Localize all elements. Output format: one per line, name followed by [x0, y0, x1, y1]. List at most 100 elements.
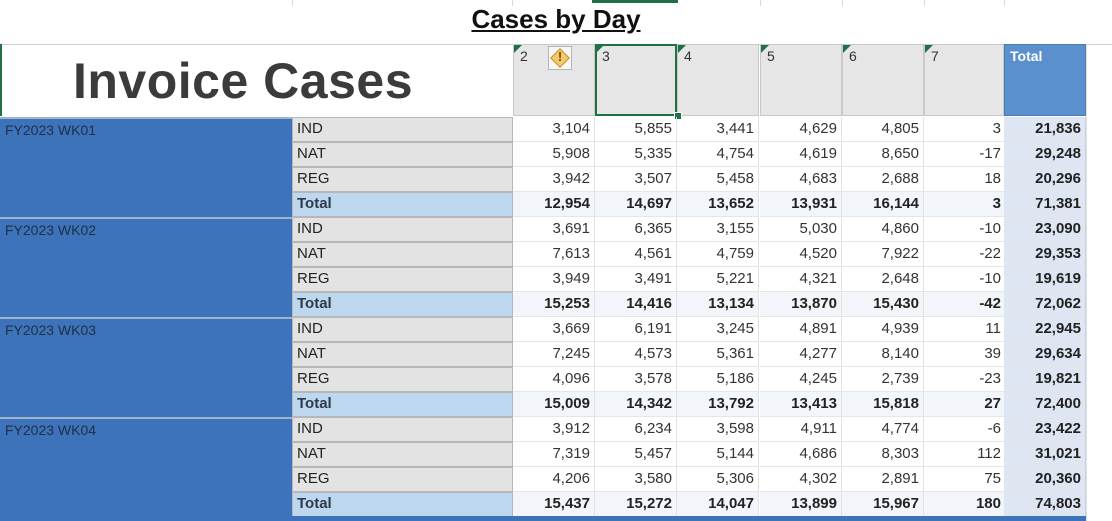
row-total-cell[interactable]: 31,021 [1004, 442, 1086, 467]
value-cell[interactable]: 5,855 [595, 117, 677, 142]
value-cell[interactable]: 15,430 [842, 292, 924, 317]
value-cell[interactable]: -10 [924, 217, 1006, 242]
value-cell[interactable]: 8,140 [842, 342, 924, 367]
region-label[interactable]: IND [292, 317, 513, 342]
value-cell[interactable]: 5,457 [595, 442, 677, 467]
value-cell[interactable]: 4,686 [760, 442, 842, 467]
value-cell[interactable]: 13,413 [760, 392, 842, 417]
value-cell[interactable]: 5,361 [677, 342, 759, 367]
value-cell[interactable]: 4,759 [677, 242, 759, 267]
region-label[interactable]: REG [292, 467, 513, 492]
value-cell[interactable]: 75 [924, 467, 1006, 492]
region-label[interactable]: REG [292, 167, 513, 192]
value-cell[interactable]: 16,144 [842, 192, 924, 217]
value-cell[interactable]: 8,303 [842, 442, 924, 467]
region-total-label[interactable]: Total [292, 192, 513, 217]
warning-icon[interactable]: ! [548, 46, 572, 70]
row-total-cell[interactable]: 20,360 [1004, 467, 1086, 492]
value-cell[interactable]: 18 [924, 167, 1006, 192]
value-cell[interactable]: 14,047 [677, 492, 759, 517]
value-cell[interactable]: 15,967 [842, 492, 924, 517]
value-cell[interactable]: 15,437 [513, 492, 595, 517]
value-cell[interactable]: 15,009 [513, 392, 595, 417]
value-cell[interactable]: 13,652 [677, 192, 759, 217]
row-total-cell[interactable]: 23,422 [1004, 417, 1086, 442]
week-label[interactable]: FY2023 WK03 [0, 317, 292, 417]
value-cell[interactable]: 4,520 [760, 242, 842, 267]
value-cell[interactable]: 5,030 [760, 217, 842, 242]
value-cell[interactable]: 4,860 [842, 217, 924, 242]
value-cell[interactable]: 13,899 [760, 492, 842, 517]
value-cell[interactable]: 2,739 [842, 367, 924, 392]
row-total-cell[interactable]: 74,803 [1004, 492, 1086, 517]
region-total-label[interactable]: Total [292, 492, 513, 517]
value-cell[interactable]: 4,774 [842, 417, 924, 442]
day-header-7[interactable]: 7 [924, 44, 1004, 116]
value-cell[interactable]: 3,491 [595, 267, 677, 292]
value-cell[interactable]: 2,648 [842, 267, 924, 292]
value-cell[interactable]: 3,949 [513, 267, 595, 292]
row-total-cell[interactable]: 71,381 [1004, 192, 1086, 217]
region-label[interactable]: NAT [292, 242, 513, 267]
value-cell[interactable]: 4,561 [595, 242, 677, 267]
value-cell[interactable]: 8,650 [842, 142, 924, 167]
region-label[interactable]: REG [292, 367, 513, 392]
value-cell[interactable]: -23 [924, 367, 1006, 392]
value-cell[interactable]: 4,754 [677, 142, 759, 167]
value-cell[interactable]: 5,335 [595, 142, 677, 167]
value-cell[interactable]: 180 [924, 492, 1006, 517]
row-total-cell[interactable]: 29,248 [1004, 142, 1086, 167]
value-cell[interactable]: 11 [924, 317, 1006, 342]
day-header-6[interactable]: 6 [842, 44, 924, 116]
value-cell[interactable]: 7,245 [513, 342, 595, 367]
invoice-title-cell[interactable] [0, 44, 512, 116]
row-total-cell[interactable]: 29,634 [1004, 342, 1086, 367]
row-total-cell[interactable]: 23,090 [1004, 217, 1086, 242]
value-cell[interactable]: 4,629 [760, 117, 842, 142]
day-header-4[interactable]: 4 [677, 44, 759, 116]
value-cell[interactable]: 3,441 [677, 117, 759, 142]
fill-handle[interactable] [674, 112, 682, 120]
value-cell[interactable]: -42 [924, 292, 1006, 317]
day-header-3[interactable]: 3 [595, 44, 677, 116]
region-label[interactable]: NAT [292, 142, 513, 167]
value-cell[interactable]: 4,321 [760, 267, 842, 292]
value-cell[interactable]: 14,416 [595, 292, 677, 317]
value-cell[interactable]: 4,911 [760, 417, 842, 442]
value-cell[interactable]: -22 [924, 242, 1006, 267]
value-cell[interactable]: 3,691 [513, 217, 595, 242]
value-cell[interactable]: 15,253 [513, 292, 595, 317]
value-cell[interactable]: 7,613 [513, 242, 595, 267]
value-cell[interactable]: 4,206 [513, 467, 595, 492]
value-cell[interactable]: 4,573 [595, 342, 677, 367]
region-total-label[interactable]: Total [292, 392, 513, 417]
region-total-label[interactable]: Total [292, 292, 513, 317]
value-cell[interactable]: -17 [924, 142, 1006, 167]
region-label[interactable]: IND [292, 217, 513, 242]
value-cell[interactable]: 5,458 [677, 167, 759, 192]
value-cell[interactable]: -6 [924, 417, 1006, 442]
value-cell[interactable]: 3,598 [677, 417, 759, 442]
value-cell[interactable]: 13,134 [677, 292, 759, 317]
value-cell[interactable]: 13,931 [760, 192, 842, 217]
value-cell[interactable]: 39 [924, 342, 1006, 367]
value-cell[interactable]: 2,891 [842, 467, 924, 492]
value-cell[interactable]: 3,104 [513, 117, 595, 142]
value-cell[interactable]: 13,870 [760, 292, 842, 317]
row-total-cell[interactable]: 72,400 [1004, 392, 1086, 417]
value-cell[interactable]: 112 [924, 442, 1006, 467]
total-column-header[interactable]: Total [1004, 44, 1086, 116]
value-cell[interactable]: 7,319 [513, 442, 595, 467]
value-cell[interactable]: 3,942 [513, 167, 595, 192]
week-label[interactable]: FY2023 WK01 [0, 117, 292, 217]
value-cell[interactable]: 3,578 [595, 367, 677, 392]
value-cell[interactable]: 4,683 [760, 167, 842, 192]
row-total-cell[interactable]: 22,945 [1004, 317, 1086, 342]
value-cell[interactable]: 4,096 [513, 367, 595, 392]
row-total-cell[interactable]: 20,296 [1004, 167, 1086, 192]
region-label[interactable]: NAT [292, 342, 513, 367]
region-label[interactable]: NAT [292, 442, 513, 467]
value-cell[interactable]: 3 [924, 117, 1006, 142]
value-cell[interactable]: -10 [924, 267, 1006, 292]
value-cell[interactable]: 27 [924, 392, 1006, 417]
